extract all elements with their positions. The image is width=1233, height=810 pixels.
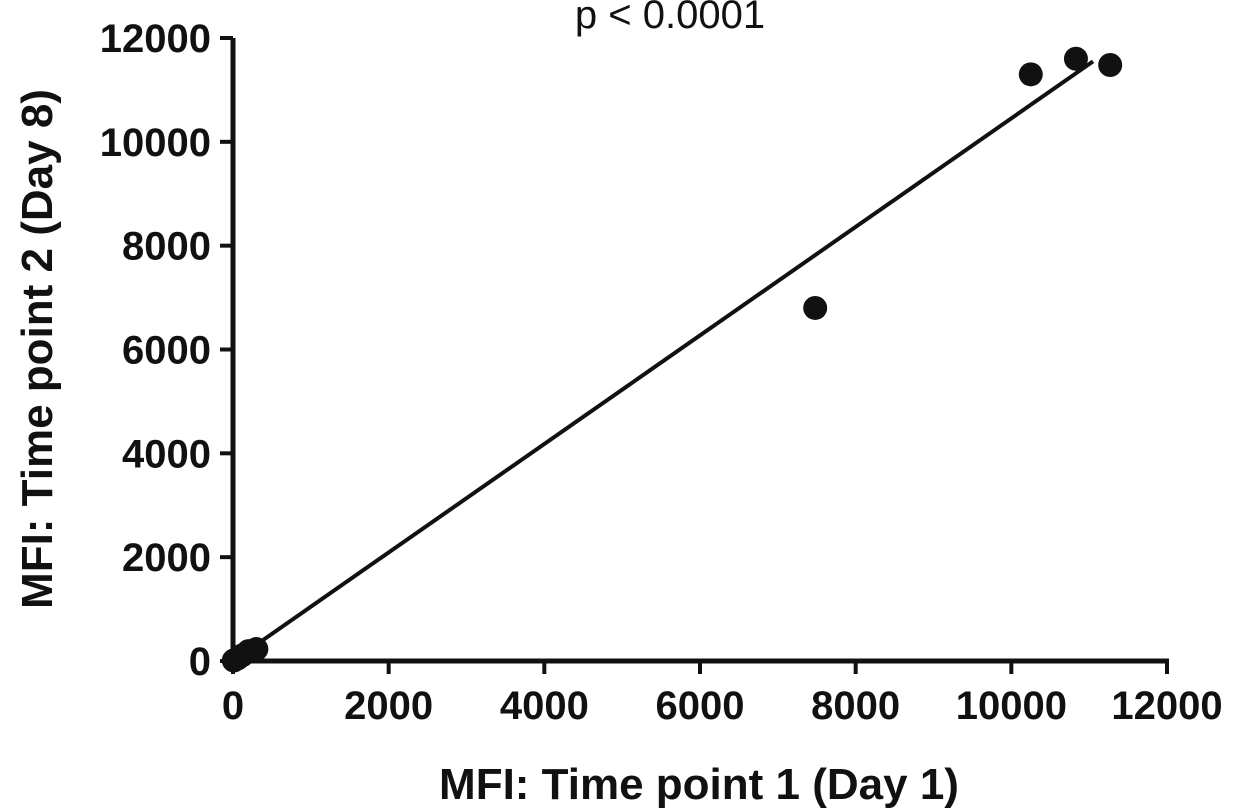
- x-tick-label: 2000: [344, 684, 433, 728]
- y-tick-label: 8000: [122, 225, 211, 269]
- y-tick-label: 10000: [100, 121, 211, 165]
- y-tick-label: 4000: [122, 432, 211, 476]
- regression-line: [231, 59, 1095, 663]
- y-tick-label: 12000: [100, 17, 211, 61]
- regression-line-group: [231, 59, 1095, 663]
- y-tick-label: 6000: [122, 329, 211, 373]
- y-axis-title: MFI: Time point 2 (Day 8): [13, 89, 62, 609]
- x-tick-label: 8000: [811, 684, 900, 728]
- data-point: [244, 637, 269, 662]
- data-point: [803, 295, 828, 320]
- data-point: [1063, 46, 1088, 71]
- x-tick-label: 0: [222, 684, 244, 728]
- y-tick-label: 0: [189, 640, 211, 684]
- x-tick-label: 10000: [956, 684, 1067, 728]
- p-value-annotation: p < 0.0001: [575, 0, 765, 37]
- data-point: [1098, 52, 1123, 77]
- x-tick-label: 12000: [1111, 684, 1222, 728]
- y-tick-label: 2000: [122, 536, 211, 580]
- x-tick-label: 4000: [500, 684, 589, 728]
- axes: 0 2000 4000 6000 8000 10000 12000 0 2000 4000 6000…: [100, 17, 1223, 728]
- data-point: [1018, 62, 1043, 87]
- data-points: [221, 46, 1123, 673]
- x-tick-label: 6000: [656, 684, 745, 728]
- x-axis-title: MFI: Time point 1 (Day 1): [439, 760, 959, 809]
